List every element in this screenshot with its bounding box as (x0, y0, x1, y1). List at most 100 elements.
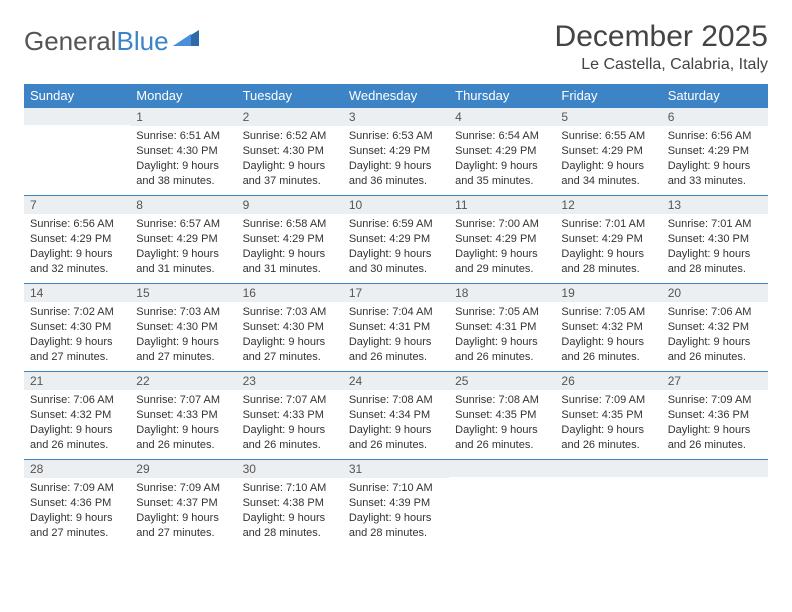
day-details: Sunrise: 7:03 AMSunset: 4:30 PMDaylight:… (130, 302, 236, 370)
day-details: Sunrise: 7:10 AMSunset: 4:38 PMDaylight:… (237, 478, 343, 546)
sunset-line: Sunset: 4:36 PM (30, 496, 124, 511)
day-details: Sunrise: 7:01 AMSunset: 4:30 PMDaylight:… (662, 214, 768, 282)
day-details: Sunrise: 7:09 AMSunset: 4:36 PMDaylight:… (24, 478, 130, 546)
daylight-line: Daylight: 9 hours and 31 minutes. (243, 247, 337, 277)
day-number: 4 (449, 107, 555, 126)
daylight-line: Daylight: 9 hours and 28 minutes. (349, 511, 443, 541)
weekday-header: Saturday (662, 84, 768, 107)
calendar-cell: 14Sunrise: 7:02 AMSunset: 4:30 PMDayligh… (24, 283, 130, 371)
daylight-line: Daylight: 9 hours and 34 minutes. (561, 159, 655, 189)
sunset-line: Sunset: 4:35 PM (455, 408, 549, 423)
day-details: Sunrise: 7:05 AMSunset: 4:31 PMDaylight:… (449, 302, 555, 370)
sunrise-line: Sunrise: 7:09 AM (561, 393, 655, 408)
day-details: Sunrise: 7:10 AMSunset: 4:39 PMDaylight:… (343, 478, 449, 546)
sunset-line: Sunset: 4:29 PM (349, 232, 443, 247)
daylight-line: Daylight: 9 hours and 27 minutes. (30, 511, 124, 541)
brand-text-1: General (24, 26, 117, 57)
sunrise-line: Sunrise: 7:07 AM (136, 393, 230, 408)
calendar-row: 1Sunrise: 6:51 AMSunset: 4:30 PMDaylight… (24, 107, 768, 195)
sunset-line: Sunset: 4:30 PM (243, 144, 337, 159)
sunrise-line: Sunrise: 6:57 AM (136, 217, 230, 232)
day-details: Sunrise: 7:00 AMSunset: 4:29 PMDaylight:… (449, 214, 555, 282)
day-details: Sunrise: 6:58 AMSunset: 4:29 PMDaylight:… (237, 214, 343, 282)
sunrise-line: Sunrise: 6:58 AM (243, 217, 337, 232)
daylight-line: Daylight: 9 hours and 26 minutes. (668, 335, 762, 365)
weekday-header: Monday (130, 84, 236, 107)
calendar-table: SundayMondayTuesdayWednesdayThursdayFrid… (24, 84, 768, 547)
sunrise-line: Sunrise: 7:06 AM (30, 393, 124, 408)
sunset-line: Sunset: 4:37 PM (136, 496, 230, 511)
sunrise-line: Sunrise: 7:03 AM (243, 305, 337, 320)
sunset-line: Sunset: 4:30 PM (136, 144, 230, 159)
day-number: 20 (662, 283, 768, 302)
day-details: Sunrise: 7:08 AMSunset: 4:35 PMDaylight:… (449, 390, 555, 458)
day-number: 29 (130, 459, 236, 478)
sunrise-line: Sunrise: 7:00 AM (455, 217, 549, 232)
calendar-cell: 8Sunrise: 6:57 AMSunset: 4:29 PMDaylight… (130, 195, 236, 283)
day-number: 30 (237, 459, 343, 478)
day-details: Sunrise: 7:09 AMSunset: 4:35 PMDaylight:… (555, 390, 661, 458)
month-title: December 2025 (555, 20, 768, 54)
sunset-line: Sunset: 4:29 PM (136, 232, 230, 247)
calendar-cell: 15Sunrise: 7:03 AMSunset: 4:30 PMDayligh… (130, 283, 236, 371)
daylight-line: Daylight: 9 hours and 26 minutes. (455, 335, 549, 365)
weekday-header: Friday (555, 84, 661, 107)
sunrise-line: Sunrise: 7:08 AM (349, 393, 443, 408)
calendar-cell: 29Sunrise: 7:09 AMSunset: 4:37 PMDayligh… (130, 459, 236, 547)
day-details: Sunrise: 6:53 AMSunset: 4:29 PMDaylight:… (343, 126, 449, 194)
daylight-line: Daylight: 9 hours and 26 minutes. (30, 423, 124, 453)
sunrise-line: Sunrise: 7:09 AM (668, 393, 762, 408)
day-number: 15 (130, 283, 236, 302)
sunrise-line: Sunrise: 7:02 AM (30, 305, 124, 320)
calendar-cell: 24Sunrise: 7:08 AMSunset: 4:34 PMDayligh… (343, 371, 449, 459)
daylight-line: Daylight: 9 hours and 26 minutes. (349, 423, 443, 453)
daylight-line: Daylight: 9 hours and 30 minutes. (349, 247, 443, 277)
calendar-row: 7Sunrise: 6:56 AMSunset: 4:29 PMDaylight… (24, 195, 768, 283)
day-number: 27 (662, 371, 768, 390)
daylight-line: Daylight: 9 hours and 27 minutes. (30, 335, 124, 365)
daylight-line: Daylight: 9 hours and 26 minutes. (243, 423, 337, 453)
calendar-cell: 27Sunrise: 7:09 AMSunset: 4:36 PMDayligh… (662, 371, 768, 459)
day-details: Sunrise: 7:01 AMSunset: 4:29 PMDaylight:… (555, 214, 661, 282)
sunset-line: Sunset: 4:29 PM (668, 144, 762, 159)
calendar-cell: 7 Sunrise: 6:56 AMSunset: 4:29 PMDaylight… (24, 195, 130, 283)
calendar-cell: 19Sunrise: 7:05 AMSunset: 4:32 PMDayligh… (555, 283, 661, 371)
calendar-cell (24, 107, 130, 195)
calendar-cell: 9Sunrise: 6:58 AMSunset: 4:29 PMDaylight… (237, 195, 343, 283)
sunrise-line: Sunrise: 6:56 AM (668, 129, 762, 144)
sunrise-line: Sunrise: 7:06 AM (668, 305, 762, 320)
day-details: Sunrise: 7:05 AMSunset: 4:32 PMDaylight:… (555, 302, 661, 370)
sunrise-line: Sunrise: 6:51 AM (136, 129, 230, 144)
calendar-body: 1Sunrise: 6:51 AMSunset: 4:30 PMDaylight… (24, 107, 768, 547)
daylight-line: Daylight: 9 hours and 32 minutes. (30, 247, 124, 277)
weekday-header: Wednesday (343, 84, 449, 107)
daylight-line: Daylight: 9 hours and 26 minutes. (561, 335, 655, 365)
daylight-line: Daylight: 9 hours and 29 minutes. (455, 247, 549, 277)
daylight-line: Daylight: 9 hours and 36 minutes. (349, 159, 443, 189)
daylight-line: Daylight: 9 hours and 35 minutes. (455, 159, 549, 189)
sunrise-line: Sunrise: 6:52 AM (243, 129, 337, 144)
sunrise-line: Sunrise: 6:53 AM (349, 129, 443, 144)
daylight-line: Daylight: 9 hours and 38 minutes. (136, 159, 230, 189)
calendar-cell: 22Sunrise: 7:07 AMSunset: 4:33 PMDayligh… (130, 371, 236, 459)
day-details: Sunrise: 7:04 AMSunset: 4:31 PMDaylight:… (343, 302, 449, 370)
calendar-cell: 18Sunrise: 7:05 AMSunset: 4:31 PMDayligh… (449, 283, 555, 371)
day-number: 7 (24, 195, 130, 214)
day-details: Sunrise: 6:56 AMSunset: 4:29 PMDaylight:… (662, 126, 768, 194)
sunrise-line: Sunrise: 6:56 AM (30, 217, 124, 232)
daylight-line: Daylight: 9 hours and 28 minutes. (668, 247, 762, 277)
sunrise-line: Sunrise: 7:03 AM (136, 305, 230, 320)
sunrise-line: Sunrise: 7:05 AM (455, 305, 549, 320)
empty-day-bar (555, 459, 661, 477)
sunrise-line: Sunrise: 7:07 AM (243, 393, 337, 408)
sunrise-line: Sunrise: 7:10 AM (349, 481, 443, 496)
daylight-line: Daylight: 9 hours and 33 minutes. (668, 159, 762, 189)
day-number: 21 (24, 371, 130, 390)
weekday-header-row: SundayMondayTuesdayWednesdayThursdayFrid… (24, 84, 768, 107)
sunset-line: Sunset: 4:29 PM (30, 232, 124, 247)
day-number: 8 (130, 195, 236, 214)
sunset-line: Sunset: 4:39 PM (349, 496, 443, 511)
weekday-header: Tuesday (237, 84, 343, 107)
calendar-cell: 17Sunrise: 7:04 AMSunset: 4:31 PMDayligh… (343, 283, 449, 371)
day-details: Sunrise: 7:07 AMSunset: 4:33 PMDaylight:… (130, 390, 236, 458)
